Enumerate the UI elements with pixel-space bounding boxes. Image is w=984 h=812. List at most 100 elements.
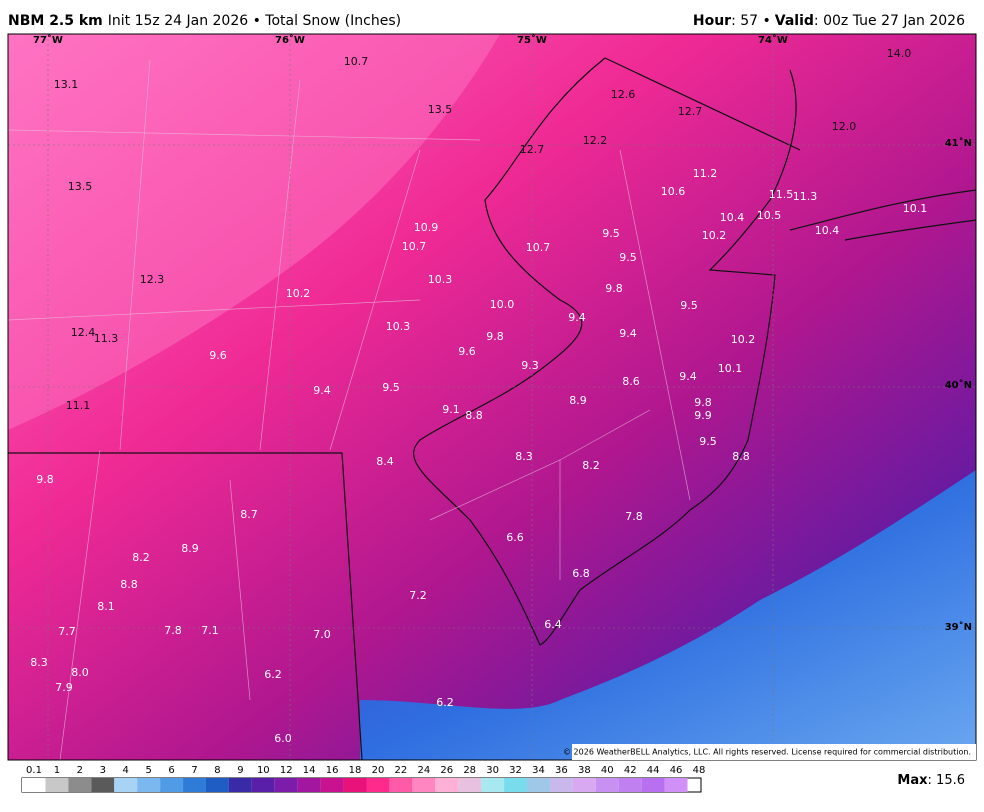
colorbar-label: 6 [168,765,174,776]
colorbar-swatch [527,778,550,792]
colorbar-swatch [389,778,413,792]
colorbar-swatch [412,778,436,792]
snow-value: 10.6 [661,185,686,198]
snow-value: 9.5 [699,435,717,448]
colorbar-swatch [114,778,138,792]
snow-value: 8.3 [30,656,48,669]
snow-value: 8.8 [120,578,138,591]
colorbar-label: 1 [54,765,60,776]
snow-value: 9.6 [209,349,227,362]
max-value: : 15.6 [928,773,965,788]
snow-value: 12.6 [611,88,636,101]
snow-value: 8.2 [582,459,600,472]
snow-value: 9.4 [619,327,637,340]
snow-value: 9.6 [458,345,476,358]
colorbar-label: 46 [670,765,683,776]
snow-value: 10.7 [344,55,369,68]
graticule [8,34,976,760]
colorbar-swatch [22,778,46,792]
colorbar-swatch [274,778,298,792]
colorbar-swatch [297,778,321,792]
heavy-snow-shade [8,34,500,430]
colorbar-label: 20 [372,765,385,776]
max: Max: 15.6 [897,773,965,788]
colorbar-swatch [481,778,505,792]
colorbar-swatch [595,778,619,792]
lon-label: 74˚W [758,34,788,46]
subtitle: Init 15z 24 Jan 2026 • Total Snow (Inche… [108,13,401,29]
snow-value: 10.5 [757,209,782,222]
map-frame [7,33,977,761]
hour-value: : 57 • [731,13,771,29]
snow-value: 9.5 [382,381,400,394]
colorbar-label: 30 [486,765,499,776]
copyright-box [572,744,976,760]
snow-value: 7.0 [313,628,331,641]
snow-value: 9.1 [442,403,460,416]
snow-value: 8.8 [732,450,750,463]
colorbar-label: 28 [463,765,476,776]
snow-value: 6.0 [274,732,292,745]
model: NBM 2.5 km [8,13,103,29]
colorbar-label: 40 [601,765,614,776]
snow-value: 9.8 [694,396,712,409]
snow-value: 9.5 [619,251,637,264]
lat-label: 39˚N [945,621,972,633]
snow-value: 8.3 [515,450,533,463]
snow-value: 10.4 [815,224,840,237]
colorbar-swatch [435,778,459,792]
snow-value: 9.5 [602,227,620,240]
snow-value: 10.1 [718,362,743,375]
header-right: Hour: 57 • Valid: 00z Tue 27 Jan 2026 [693,13,965,29]
label-layer: 77˚W 76˚W 75˚W 74˚W 41˚N 40˚N 39˚N 10.7 13.1 13.5… [30,34,972,745]
snow-value: 12.7 [520,143,545,156]
snow-value: 10.4 [720,211,745,224]
lon-label: 75˚W [517,34,547,46]
lon-label: 77˚W [33,34,63,46]
colorbar-swatch [664,778,688,792]
snow-value: 10.7 [402,240,427,253]
snow-value: 9.5 [680,299,698,312]
colorbar-swatch [320,778,344,792]
snow-value: 10.7 [526,241,551,254]
colorbar-label: 7 [191,765,197,776]
valid-value: : 00z Tue 27 Jan 2026 [814,13,965,29]
lon-label: 76˚W [275,34,305,46]
snow-value: 7.1 [201,624,219,637]
colorbar-swatch [343,778,367,792]
coastline [8,57,977,761]
colorbar-swatch [45,778,69,792]
snow-value: 7.8 [625,510,643,523]
snow-value: 9.8 [605,282,623,295]
colorbar-swatch [458,778,482,792]
snow-value: 11.5 [769,188,794,201]
colorbar: 0.1 1 2 3 4 5 6 7 8 9 10 12 14 16 18 20 22 24 26 28 30 32 34 36… [21,765,706,793]
snow-value: 10.2 [286,287,311,300]
colorbar-label: 14 [303,765,316,776]
snow-value: 13.5 [428,103,453,116]
colorbar-label: 48 [693,765,706,776]
county-lines [7,59,691,761]
lat-label: 41˚N [945,137,972,149]
colorbar-label: 44 [647,765,660,776]
snow-value: 12.2 [583,134,608,147]
snow-value: 7.9 [55,681,73,694]
snow-value: 12.3 [140,273,165,286]
colorbar-label: 3 [100,765,106,776]
snow-value: 10.2 [702,229,727,242]
colorbar-swatch [91,778,115,792]
snow-value: 11.2 [693,167,718,180]
colorbar-swatch [549,778,573,792]
snow-value: 10.3 [386,320,411,333]
snow-value: 6.6 [506,531,524,544]
ocean-shading [360,470,976,760]
snow-value: 8.2 [132,551,150,564]
colorbar-label: 0.1 [26,765,42,776]
colorbar-swatch [137,778,161,792]
snow-value: 11.3 [793,190,818,203]
snow-value: 7.8 [164,624,182,637]
max-label: Max [897,773,928,788]
colorbar-label: 18 [349,765,362,776]
snow-value: 14.0 [887,47,912,60]
